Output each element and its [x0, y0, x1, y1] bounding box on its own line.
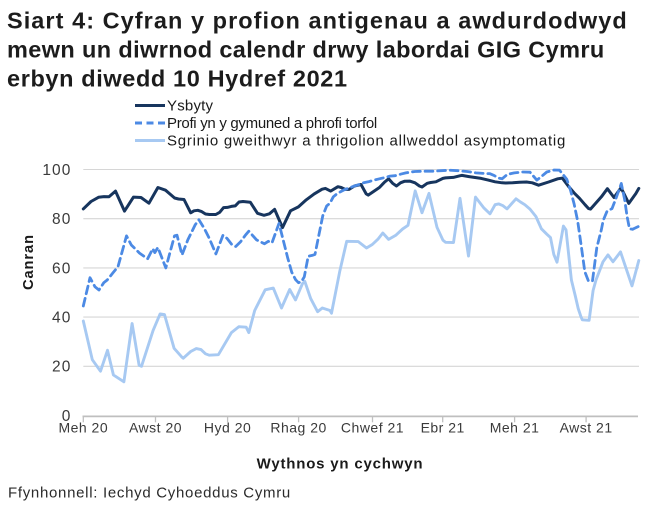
- svg-text:Wythnos yn cychwyn: Wythnos yn cychwyn: [257, 456, 424, 473]
- svg-text:Canran: Canran: [21, 234, 37, 290]
- svg-text:Hyd 20: Hyd 20: [204, 420, 251, 436]
- svg-text:Profi yn y gymuned a phrofi to: Profi yn y gymuned a phrofi torfol: [167, 115, 377, 132]
- svg-text:erbyn diwedd 10 Hydref 2021: erbyn diwedd 10 Hydref 2021: [7, 66, 348, 92]
- svg-text:80: 80: [52, 211, 71, 228]
- svg-text:Awst 20: Awst 20: [129, 420, 182, 436]
- svg-text:Rhag 20: Rhag 20: [270, 420, 326, 436]
- svg-text:mewn un diwrnod calendr drwy l: mewn un diwrnod calendr drwy labordai GI…: [7, 37, 605, 63]
- svg-text:Sgrinio gweithwyr a thrigolion: Sgrinio gweithwyr a thrigolion allweddol…: [167, 133, 566, 150]
- svg-text:Siart 4: Cyfran y profion anti: Siart 4: Cyfran y profion antigenau a aw…: [7, 8, 628, 34]
- svg-text:0: 0: [62, 408, 72, 425]
- svg-text:60: 60: [52, 260, 71, 277]
- svg-text:Ysbyty: Ysbyty: [167, 98, 214, 115]
- svg-text:Meh 21: Meh 21: [490, 420, 540, 436]
- svg-text:40: 40: [52, 310, 71, 327]
- svg-text:Meh 20: Meh 20: [58, 420, 108, 436]
- svg-text:Awst 21: Awst 21: [560, 420, 613, 436]
- svg-text:Ebr 21: Ebr 21: [421, 420, 465, 436]
- svg-text:Ffynhonnell: Iechyd Cyhoeddus: Ffynhonnell: Iechyd Cyhoeddus Cymru: [8, 485, 291, 502]
- svg-text:20: 20: [52, 359, 71, 376]
- svg-text:100: 100: [42, 162, 71, 179]
- svg-text:Chwef 21: Chwef 21: [341, 420, 404, 436]
